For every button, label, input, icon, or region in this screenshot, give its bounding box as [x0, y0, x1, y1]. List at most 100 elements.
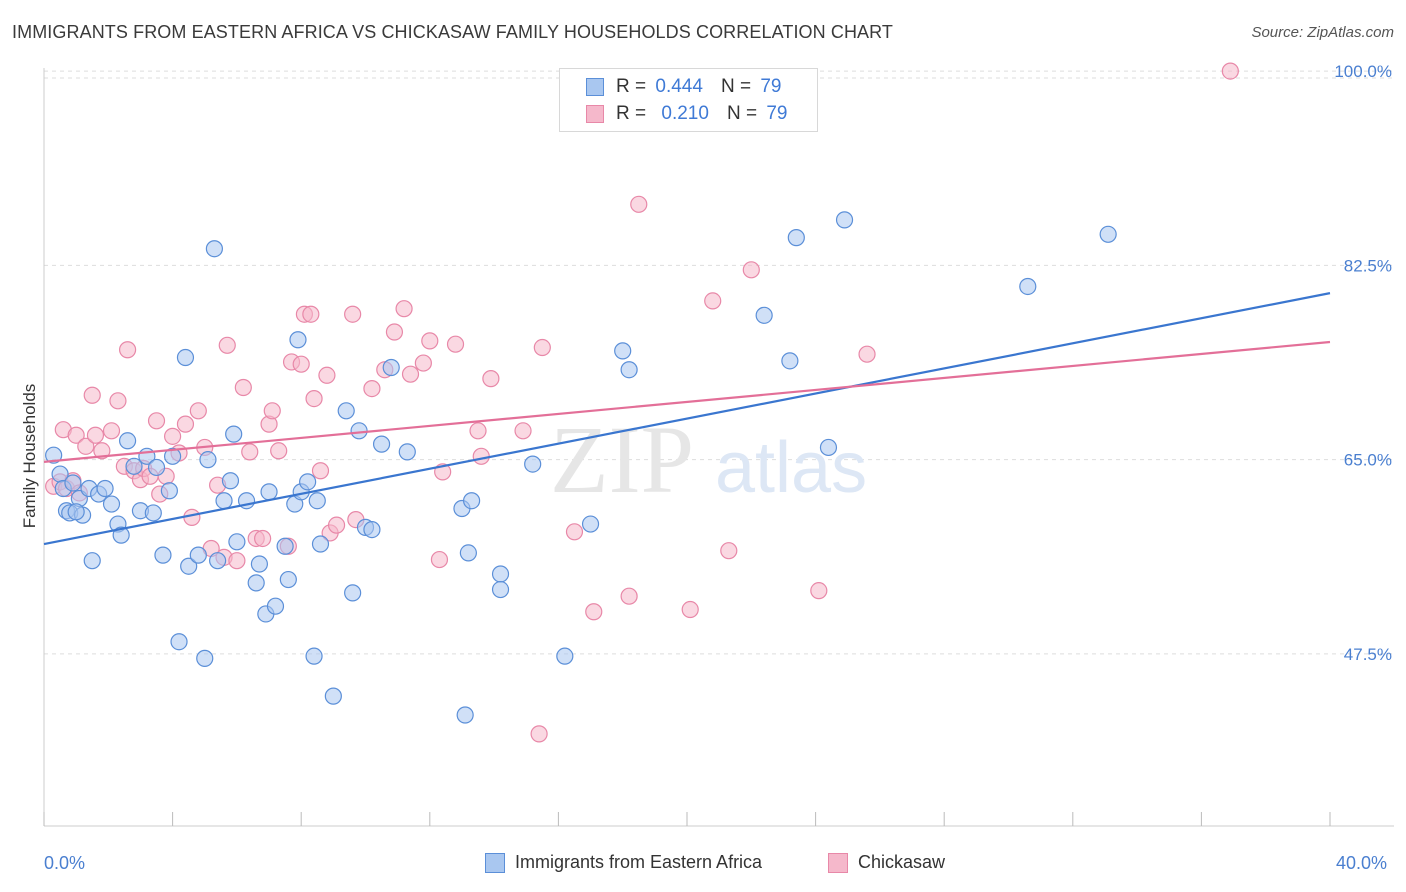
data-point [164, 427, 182, 445]
data-point [585, 603, 603, 621]
series-chickasaw [45, 62, 1239, 743]
data-point [614, 342, 632, 360]
data-point [565, 523, 584, 541]
data-point [180, 557, 198, 575]
data-point [302, 305, 320, 323]
data-point [102, 422, 121, 440]
legend-n-value: 79 [766, 103, 788, 124]
data-point [456, 706, 474, 724]
data-point [218, 336, 236, 354]
data-point [289, 331, 307, 349]
bottom-legend-chickasaw: Chickasaw [828, 852, 945, 873]
legend-r-value: 0.210 [661, 103, 709, 124]
data-point [196, 649, 214, 667]
data-point [581, 515, 600, 533]
data-point [228, 552, 246, 570]
data-point [395, 300, 413, 318]
data-point [118, 432, 137, 450]
data-point [482, 370, 500, 388]
data-point [93, 442, 111, 460]
data-point [372, 435, 391, 453]
data-point [1221, 62, 1239, 80]
data-point [125, 457, 143, 475]
data-point [147, 458, 166, 477]
data-point [620, 361, 638, 379]
data-point [720, 542, 738, 560]
data-point [781, 352, 799, 370]
data-point [533, 338, 551, 357]
trend-line [43, 292, 1331, 546]
data-point [260, 483, 278, 501]
data-point [83, 386, 101, 404]
y-tick-label: 47.5% [1344, 645, 1392, 664]
data-point [144, 504, 162, 522]
data-point [209, 552, 227, 570]
data-point [344, 584, 362, 602]
bottom-legend-swatch-blue [485, 852, 505, 873]
data-point [835, 211, 854, 229]
x-tick-label-min: 0.0% [44, 853, 86, 873]
chart-title: IMMIGRANTS FROM EASTERN AFRICA VS CHICKA… [12, 22, 894, 42]
data-point [414, 354, 432, 372]
watermark-zip: ZIP [550, 406, 694, 513]
data-point [45, 446, 63, 464]
data-point [787, 229, 805, 247]
legend-r-label: R = [616, 103, 647, 124]
data-point [491, 565, 510, 583]
data-point [305, 389, 323, 408]
legend-row-pink: R = 0.210 N = 79 [586, 102, 787, 126]
bottom-legend-label: Immigrants from Eastern Africa [515, 852, 763, 872]
data-point [337, 402, 355, 420]
legend-n-label: N = [720, 76, 752, 97]
data-point [77, 437, 95, 455]
data-point [228, 533, 246, 551]
data-point [630, 195, 648, 213]
source-label: Source: ZipAtlas.com [1251, 24, 1394, 41]
data-point [64, 474, 82, 492]
data-point [83, 552, 101, 570]
data-point [86, 426, 105, 444]
data-point [176, 348, 195, 367]
data-point [276, 537, 294, 555]
data-point [398, 443, 416, 461]
data-point [382, 358, 400, 377]
data-point [530, 725, 548, 743]
data-point [305, 647, 323, 665]
data-point [755, 306, 773, 324]
data-point [858, 345, 876, 363]
data-point [154, 546, 172, 564]
data-point [556, 647, 574, 665]
legend-n-label: N = [726, 103, 758, 124]
data-point [96, 479, 114, 498]
data-point [279, 570, 297, 589]
legend-r-label: R = [616, 76, 647, 97]
data-point [221, 472, 240, 490]
data-point [189, 546, 207, 564]
data-point [266, 597, 285, 615]
data-point [1099, 225, 1117, 243]
data-point [102, 495, 121, 513]
data-point [514, 422, 532, 440]
data-point [67, 503, 85, 521]
data-point [292, 355, 310, 373]
data-point [176, 415, 195, 433]
data-point [164, 447, 182, 465]
data-point [742, 261, 760, 279]
data-point [308, 492, 326, 510]
y-tick-label: 82.5% [1344, 256, 1392, 275]
data-point [109, 392, 127, 410]
bottom-legend-swatch-pink [828, 852, 848, 873]
data-point [199, 451, 217, 469]
data-point [147, 412, 166, 430]
trend-lines [43, 292, 1331, 546]
data-point [385, 323, 404, 341]
y-tick-labels: 47.5% 65.0% 82.5% 100.0% [1334, 62, 1392, 664]
trend-line [43, 340, 1331, 463]
data-point [524, 455, 542, 473]
data-point [234, 378, 252, 397]
data-point [311, 462, 330, 480]
data-point [160, 482, 178, 500]
data-point [247, 574, 265, 592]
data-point [459, 544, 477, 562]
y-axis-label: Family Households [20, 384, 39, 529]
